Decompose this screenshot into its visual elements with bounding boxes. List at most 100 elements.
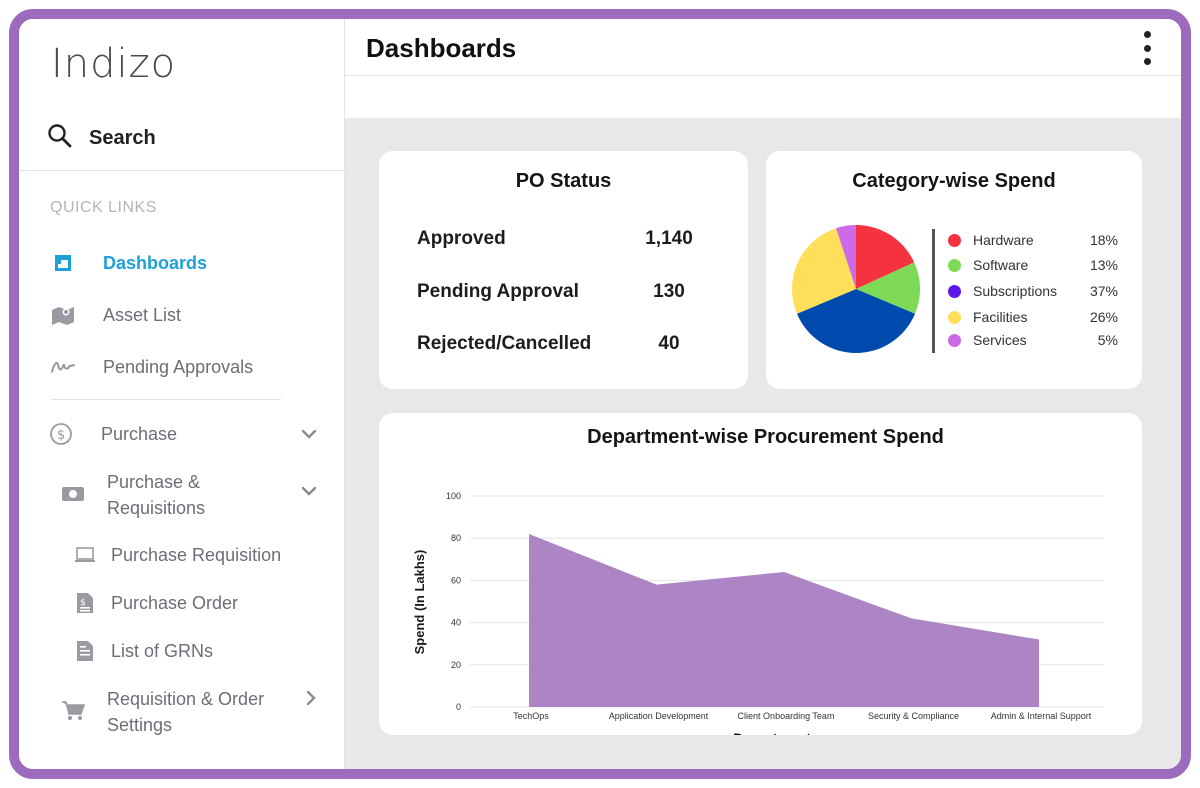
invoice-icon: $ (73, 591, 97, 615)
y-tick-label: 60 (451, 575, 461, 585)
legend-label: Software (973, 257, 1029, 273)
laptop-icon (73, 543, 97, 567)
sidebar-item-label: Purchase Order (111, 592, 239, 613)
area-chart: 0 20 40 60 80 100 TechOps Application Developme… (412, 491, 1104, 735)
pie-slice-subscriptions (796, 289, 916, 354)
x-axis-label: Department (733, 730, 811, 735)
legend-item: Software 13% (948, 257, 1118, 273)
legend-swatch (948, 258, 961, 272)
legend-swatch (948, 333, 961, 347)
svg-text:$: $ (57, 428, 65, 443)
x-tick-label: Client Onboarding Team (738, 711, 835, 721)
svg-text:$: $ (80, 598, 86, 608)
more-options-icon[interactable] (1141, 31, 1153, 65)
card-title: Category-wise Spend (852, 170, 1056, 192)
y-tick-label: 100 (446, 491, 461, 501)
sidebar-item-purchase-requisitions[interactable]: Purchase & Requisitions (61, 469, 205, 521)
top-bar: Dashboards (345, 19, 1181, 76)
search-icon (47, 123, 73, 154)
x-tick-label: Security & Compliance (868, 711, 959, 721)
divider (51, 399, 281, 400)
cart-icon (61, 699, 85, 723)
po-row-approved: Approved 1,140 (417, 228, 704, 250)
divider (19, 170, 345, 171)
main-content: Dashboards PO Status Approved 1,140 Pend… (345, 19, 1181, 769)
sidebar-item-dashboards[interactable]: Dashboards (51, 251, 207, 275)
search-button[interactable]: Search (47, 123, 156, 154)
pie-chart (792, 225, 921, 354)
pie-slice-software (856, 262, 921, 314)
dashboard-icon (51, 251, 75, 275)
sidebar-item-label: Purchase (101, 423, 178, 444)
sidebar-item-asset-list[interactable]: Asset List (51, 303, 181, 327)
legend-percent: 5% (1097, 332, 1118, 348)
legend-percent: 37% (1089, 283, 1118, 299)
search-label: Search (89, 127, 156, 149)
po-row-rejected: Rejected/Cancelled 40 (417, 333, 704, 355)
po-row-label: Pending Approval (417, 281, 579, 302)
card-title: Department-wise Procurement Spend (587, 426, 944, 448)
legend-swatch (948, 310, 961, 324)
po-row-value: 40 (658, 333, 680, 354)
pie-slice-services (836, 225, 856, 289)
sidebar-item-label: Dashboards (103, 252, 208, 273)
po-status-card: PO Status Approved 1,140 Pending Approva… (379, 151, 748, 389)
chevron-down-icon[interactable] (299, 424, 319, 444)
legend-divider (932, 229, 935, 353)
sidebar-item-label: Asset List (103, 304, 182, 325)
po-row-value: 130 (653, 281, 685, 302)
sidebar-item-label: Purchase Requisition (111, 544, 282, 565)
sidebar-item-purchase[interactable]: $ Purchase (49, 422, 177, 446)
po-row-value: 1,140 (645, 228, 693, 249)
sidebar: Indizo Search QUICK LINKS Dashboards Ass… (19, 19, 345, 769)
legend-item: Services 5% (948, 332, 1118, 348)
sidebar-item-label-line1: Purchase & (107, 472, 201, 492)
legend-label: Facilities (973, 309, 1028, 325)
legend-percent: 26% (1089, 309, 1118, 325)
legend-item: Facilities 26% (948, 309, 1118, 325)
sub-bar (345, 76, 1181, 118)
sidebar-item-label: Requisition & Order Settings (107, 686, 264, 738)
brand-logo: Indizo (51, 41, 177, 87)
y-tick-label: 0 (456, 702, 461, 712)
legend-item: Hardware 18% (948, 232, 1118, 248)
sidebar-item-purchase-requisition[interactable]: Purchase Requisition (73, 543, 281, 567)
sidebar-item-label-line2: Requisitions (107, 498, 206, 518)
y-tick-label: 40 (451, 618, 461, 628)
x-tick-label: TechOps (513, 711, 549, 721)
y-tick-label: 20 (451, 660, 461, 670)
po-row-label: Approved (417, 228, 506, 249)
quick-links-heading: QUICK LINKS (50, 199, 157, 216)
chevron-right-icon[interactable] (301, 688, 321, 708)
dollar-circle-icon: $ (49, 422, 73, 446)
area-series (529, 534, 1039, 707)
sidebar-item-label: Pending Approvals (103, 356, 254, 377)
pie-slice-hardware (856, 225, 915, 289)
legend-item: Subscriptions 37% (948, 283, 1118, 299)
x-tick-label: Admin & Internal Support (991, 711, 1092, 721)
x-tick-label: Application Development (609, 711, 709, 721)
chevron-down-icon[interactable] (299, 481, 319, 501)
sidebar-item-label-line1: Requisition & Order (107, 689, 265, 709)
sidebar-item-list-of-grns[interactable]: List of GRNs (73, 639, 213, 663)
wallet-icon (61, 482, 85, 506)
app-frame: Indizo Search QUICK LINKS Dashboards Ass… (9, 9, 1191, 779)
y-tick-label: 80 (451, 533, 461, 543)
legend-percent: 13% (1089, 257, 1118, 273)
sidebar-item-label-line2: Settings (107, 715, 173, 735)
page-title: Dashboards (366, 33, 517, 63)
legend-label: Hardware (973, 232, 1034, 248)
po-row-label: Rejected/Cancelled (417, 333, 592, 354)
map-icon (51, 303, 75, 327)
signature-icon (51, 355, 75, 379)
legend-swatch (948, 233, 961, 247)
department-spend-card: Department-wise Procurement Spend 0 20 40 6… (379, 413, 1142, 735)
legend-swatch (948, 284, 961, 298)
sidebar-item-requisition-order-settings[interactable]: Requisition & Order Settings (61, 686, 264, 738)
card-title: PO Status (515, 170, 612, 192)
sidebar-item-purchase-order[interactable]: $ Purchase Order (73, 591, 238, 615)
y-axis-label: Spend (In Lakhs) (412, 550, 427, 655)
legend-label: Services (973, 332, 1027, 348)
sidebar-item-pending-approvals[interactable]: Pending Approvals (51, 355, 253, 379)
document-icon (73, 639, 97, 663)
